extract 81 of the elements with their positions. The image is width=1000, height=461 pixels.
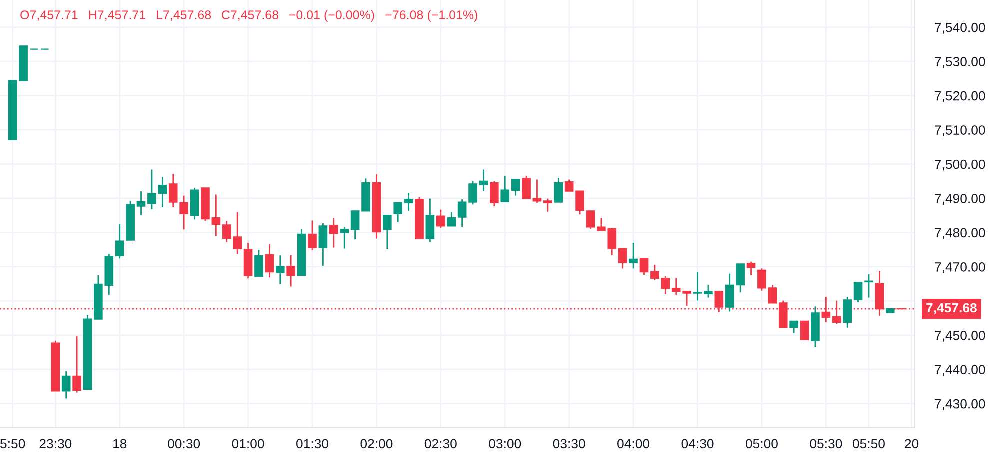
y-tick-label: 7,520.00 xyxy=(935,91,986,102)
x-tick-label: 18 xyxy=(114,439,127,449)
candlestick xyxy=(136,190,146,216)
candlestick xyxy=(447,212,456,227)
candlestick xyxy=(148,169,156,210)
y-tick-label: 7,490.00 xyxy=(935,194,986,205)
x-tick-label: 03:30 xyxy=(553,439,586,449)
x-tick-label: 05:50 xyxy=(852,439,885,449)
x-tick-label: 5:50 xyxy=(0,439,26,449)
candlestick xyxy=(72,336,82,394)
annotation: C7,457.68 xyxy=(222,10,279,21)
annotation: −0.01 (−0.00%) xyxy=(289,10,374,22)
candlestick xyxy=(394,202,403,223)
candlestick xyxy=(693,271,702,302)
y-tick-label: 7,470.00 xyxy=(935,262,986,274)
candlestick xyxy=(276,254,285,286)
candlestick xyxy=(618,248,628,270)
candlestick xyxy=(768,284,778,304)
candlestick xyxy=(382,214,392,250)
candlestick xyxy=(576,190,584,216)
x-tick-label: 05:30 xyxy=(810,439,842,449)
y-tick-label: 7,440.00 xyxy=(935,365,986,376)
annotation: −76.08 (−1.01%) xyxy=(386,10,478,22)
candlestick xyxy=(554,177,564,203)
candlestick xyxy=(500,175,510,203)
candlestick xyxy=(843,296,852,329)
candlestick xyxy=(329,217,338,248)
x-tick-label: 04:30 xyxy=(682,439,714,449)
candlestick xyxy=(318,222,328,267)
y-tick-label: 7,450.00 xyxy=(935,330,986,342)
ref-line-label: 7,457.68 xyxy=(926,303,977,315)
candlestick xyxy=(854,282,863,304)
candlestick xyxy=(758,268,766,292)
candlestick xyxy=(544,198,552,213)
candlestick xyxy=(254,249,264,278)
y-tick-label: 7,480.00 xyxy=(935,228,986,240)
candlestick xyxy=(426,198,435,244)
candlestick xyxy=(564,178,574,192)
x-tick-label: 03:00 xyxy=(489,439,522,449)
y-tick-label: 7,540.00 xyxy=(935,22,986,34)
candlestick xyxy=(864,274,874,298)
annotation: L7,457.68 xyxy=(157,10,212,21)
annotation: O7,457.71 xyxy=(20,10,78,21)
candlestick xyxy=(640,258,649,276)
candlestick xyxy=(158,176,168,208)
x-tick-label: 02:00 xyxy=(360,439,393,449)
candlestick xyxy=(490,180,499,208)
annotation: H7,457.71 xyxy=(89,10,146,21)
candlestick xyxy=(800,320,810,340)
candlestick xyxy=(704,284,713,298)
candlestick xyxy=(286,254,296,288)
candlestick xyxy=(340,226,350,250)
y-tick-label: 7,430.00 xyxy=(935,399,986,410)
x-tick-label: 01:00 xyxy=(232,439,264,449)
candlestick xyxy=(265,244,274,278)
candlestick xyxy=(308,220,317,251)
x-tick-label: 02:30 xyxy=(424,439,457,449)
x-tick-label: 04:00 xyxy=(618,439,650,449)
candlestick xyxy=(479,169,488,192)
candlestick xyxy=(212,194,221,237)
x-tick-label: 00:30 xyxy=(168,439,200,449)
candlestick xyxy=(790,320,798,334)
candlestick xyxy=(522,175,531,200)
x-tick-label: 23:30 xyxy=(40,439,72,449)
y-tick-label: 7,500.00 xyxy=(935,160,986,171)
candlestick xyxy=(404,192,414,212)
x-tick-label: 05:00 xyxy=(746,439,778,449)
y-tick-label: 7,530.00 xyxy=(935,57,986,68)
y-tick-label: 7,510.00 xyxy=(935,126,986,137)
candlestick xyxy=(511,178,520,196)
x-tick-label: 20 xyxy=(905,439,919,449)
candlestick xyxy=(436,209,446,229)
candlestick xyxy=(532,178,542,204)
candlestick xyxy=(468,180,478,206)
candlestick xyxy=(458,198,467,228)
candlestick xyxy=(350,210,360,240)
candlestick xyxy=(629,242,638,270)
candlestick xyxy=(586,210,596,230)
candlestick xyxy=(746,261,756,276)
x-tick-label: 01:30 xyxy=(296,439,328,449)
candlestick xyxy=(62,370,71,400)
